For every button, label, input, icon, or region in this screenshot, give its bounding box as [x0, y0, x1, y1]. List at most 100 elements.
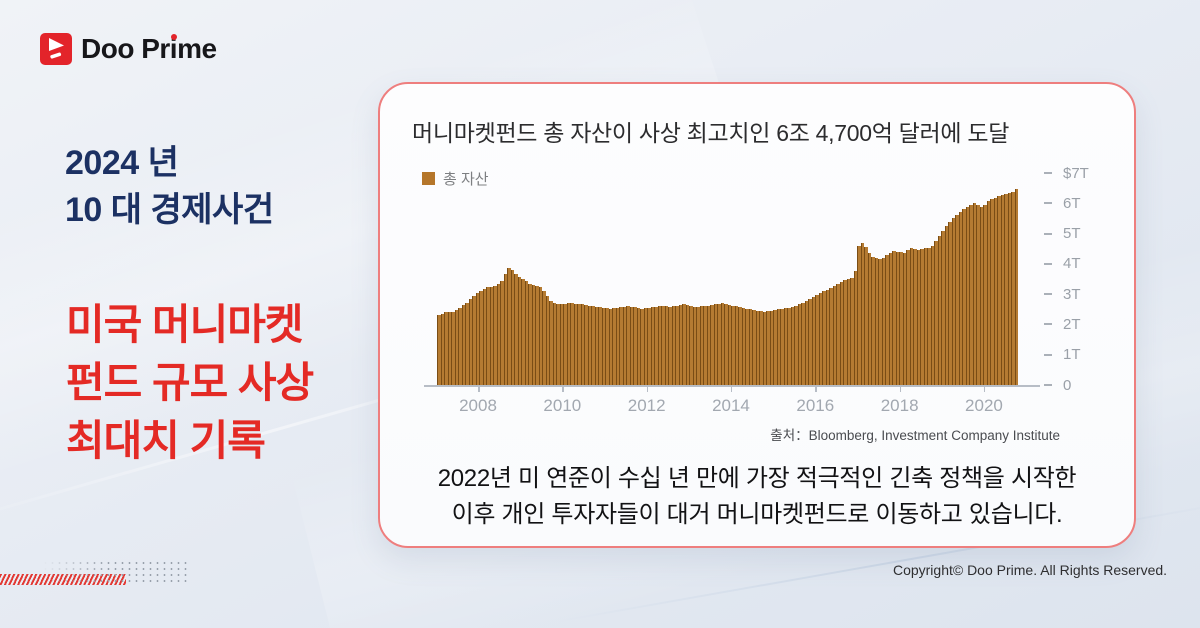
y-tick-label: 6T [1063, 194, 1081, 212]
x-tick-label: 2010 [543, 396, 582, 415]
bar [654, 306, 658, 385]
bar [850, 277, 854, 385]
bar [1007, 192, 1011, 385]
bar [542, 291, 546, 385]
bar [692, 306, 696, 385]
doo-prime-logo: Doo Pr i me [40, 33, 217, 65]
y-tick-dash [1044, 293, 1052, 296]
y-axis-tick: 5T [1044, 225, 1081, 243]
bar [871, 256, 875, 385]
bar [853, 271, 857, 385]
bar [759, 311, 763, 385]
bar [615, 308, 619, 385]
bar [444, 312, 448, 385]
bar [797, 304, 801, 385]
bar [934, 241, 938, 385]
bar [458, 307, 462, 385]
x-tick-label: 2016 [796, 396, 835, 415]
x-tick-mark [562, 387, 564, 392]
bar [783, 308, 787, 385]
y-tick-dash [1044, 172, 1052, 174]
bar [531, 284, 535, 385]
bar [514, 273, 518, 385]
x-axis-line [424, 385, 1040, 387]
bar [696, 306, 700, 385]
bar [769, 310, 773, 385]
bar [734, 306, 738, 385]
bar [951, 218, 955, 385]
bar [731, 305, 735, 385]
y-tick-label: $7T [1063, 164, 1089, 182]
bar [937, 236, 941, 385]
event-headline-line2: 펀드 규모 사상 [66, 359, 314, 406]
y-axis-tick: 4T [1044, 255, 1081, 273]
bar [580, 304, 584, 385]
bar [475, 293, 479, 385]
bar [643, 308, 647, 385]
bar [472, 295, 476, 385]
bar [577, 304, 581, 385]
bar [675, 305, 679, 385]
bar [437, 314, 441, 385]
doo-prime-logo-icon [40, 33, 72, 65]
dot-grid-decoration [42, 560, 190, 586]
bar [524, 281, 528, 385]
bar [846, 279, 850, 385]
chart-source: 출처：Bloomberg, Investment Company Institu… [770, 428, 1060, 443]
bar [1014, 189, 1018, 385]
bar [552, 302, 556, 385]
y-tick-dash [1044, 323, 1052, 326]
copyright-text: Copyright© Doo Prime. All Rights Reserve… [892, 562, 1168, 578]
y-tick-label: 0 [1063, 376, 1072, 394]
card-caption: 2022년 미 연준이 수십 년 만에 가장 적극적인 긴축 정책을 시작한 이… [392, 461, 1122, 533]
bar [927, 247, 931, 385]
bar [825, 289, 829, 385]
bar [1004, 193, 1008, 385]
x-tick-label: 2014 [712, 396, 750, 415]
bar [682, 304, 686, 385]
bar [902, 252, 906, 385]
bar [594, 306, 598, 385]
bar [808, 298, 812, 385]
bar [892, 251, 896, 385]
event-headline-line1: 미국 머니마켓 [66, 301, 304, 348]
y-tick-label: 3T [1063, 285, 1081, 303]
bar [720, 303, 724, 385]
bar [671, 306, 675, 385]
bar [787, 307, 791, 385]
bar [573, 303, 577, 385]
bar [976, 205, 980, 385]
x-tick-mark [899, 387, 902, 392]
bar [836, 283, 840, 385]
bar [1011, 191, 1015, 385]
bar [755, 310, 759, 385]
bar [818, 292, 822, 385]
bar [930, 245, 934, 385]
bar [860, 242, 864, 385]
bar [640, 308, 644, 385]
y-axis-tick: $7T [1044, 164, 1089, 182]
y-axis-tick: 6T [1044, 194, 1081, 212]
card-caption-line2: 이후 개인 투자자들이 대거 머니마켓펀드로 이동하고 있습니다. [451, 501, 1063, 528]
bar [689, 305, 693, 385]
bar [545, 296, 549, 385]
bar [867, 252, 871, 385]
bar [815, 295, 819, 385]
event-headline-line3: 최대치 기록 [66, 417, 266, 464]
bar [948, 222, 952, 385]
bar [955, 214, 959, 385]
bar [619, 307, 623, 385]
bar [556, 303, 560, 385]
bar [570, 303, 574, 385]
y-axis-tick: 0 [1044, 376, 1071, 394]
bar [685, 305, 689, 385]
y-tick-label: 1T [1063, 346, 1081, 364]
y-tick-dash [1044, 232, 1052, 235]
bar [482, 289, 486, 385]
bar [566, 303, 570, 385]
bar-chart [437, 173, 1019, 385]
bar [612, 308, 616, 385]
bar [738, 307, 742, 385]
x-tick-mark [646, 387, 649, 392]
